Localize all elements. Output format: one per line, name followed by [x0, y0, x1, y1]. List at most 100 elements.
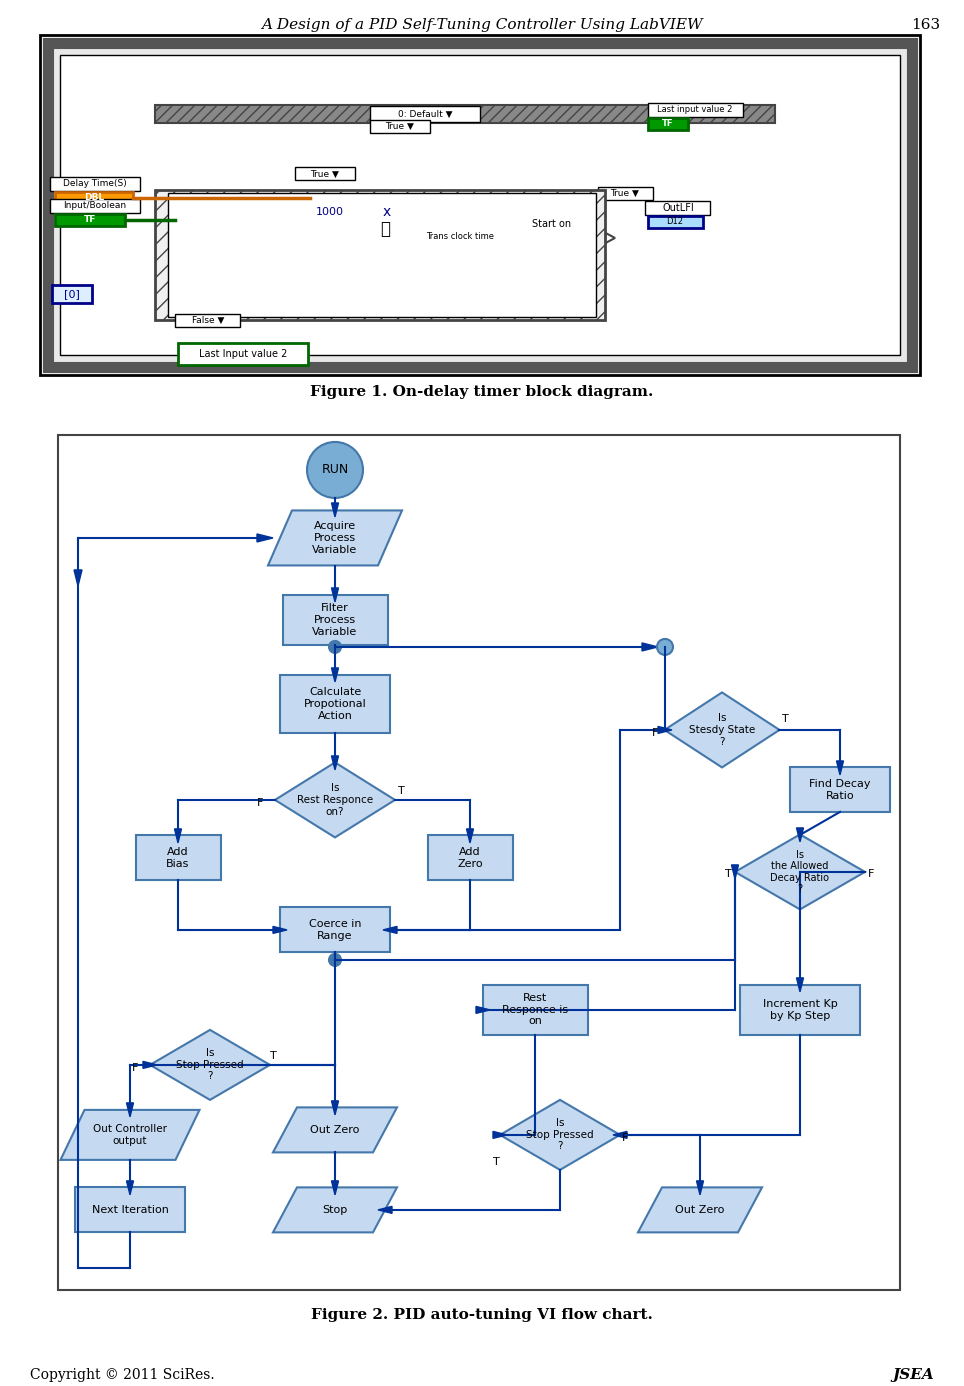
Text: True ▼: True ▼	[610, 188, 639, 197]
Text: Add
Bias: Add Bias	[167, 847, 190, 869]
FancyBboxPatch shape	[52, 286, 92, 304]
FancyBboxPatch shape	[55, 193, 133, 204]
Text: Is
Rest Responce
on?: Is Rest Responce on?	[297, 783, 373, 816]
Text: ⏰: ⏰	[380, 220, 390, 238]
Polygon shape	[61, 1110, 200, 1160]
FancyBboxPatch shape	[295, 166, 355, 180]
Circle shape	[329, 640, 341, 653]
Circle shape	[363, 211, 407, 255]
FancyBboxPatch shape	[375, 200, 400, 225]
FancyBboxPatch shape	[483, 985, 587, 1035]
Polygon shape	[150, 1030, 270, 1100]
Polygon shape	[126, 1103, 133, 1117]
Polygon shape	[332, 588, 338, 602]
Text: Increment Kp
by Kp Step: Increment Kp by Kp Step	[763, 999, 838, 1020]
FancyBboxPatch shape	[410, 229, 510, 245]
Polygon shape	[658, 726, 672, 733]
Text: 1000: 1000	[316, 207, 344, 218]
Text: Out Zero: Out Zero	[310, 1125, 360, 1135]
Polygon shape	[74, 570, 82, 586]
Text: F: F	[652, 728, 658, 737]
Polygon shape	[638, 1188, 762, 1232]
Text: Last Input value 2: Last Input value 2	[199, 349, 287, 359]
FancyBboxPatch shape	[136, 836, 221, 880]
Polygon shape	[383, 926, 397, 933]
FancyBboxPatch shape	[168, 193, 596, 317]
Text: Last input value 2: Last input value 2	[657, 105, 733, 115]
FancyBboxPatch shape	[427, 836, 513, 880]
Text: True ▼: True ▼	[386, 122, 415, 132]
FancyBboxPatch shape	[280, 675, 390, 733]
FancyBboxPatch shape	[645, 201, 710, 215]
Text: T: T	[782, 714, 789, 723]
Text: DBL: DBL	[448, 248, 466, 258]
Text: F: F	[868, 869, 874, 879]
FancyBboxPatch shape	[48, 43, 912, 367]
Polygon shape	[642, 643, 658, 651]
FancyBboxPatch shape	[370, 105, 480, 122]
Polygon shape	[268, 510, 402, 565]
Polygon shape	[493, 1131, 507, 1138]
FancyBboxPatch shape	[648, 118, 688, 130]
Polygon shape	[467, 829, 473, 843]
Text: JSEA: JSEA	[893, 1368, 934, 1382]
Circle shape	[307, 442, 363, 498]
Text: TF: TF	[662, 119, 674, 129]
Text: Trans clock time: Trans clock time	[426, 233, 494, 241]
FancyBboxPatch shape	[50, 200, 140, 213]
Text: Figure 1. On-delay timer block diagram.: Figure 1. On-delay timer block diagram.	[310, 385, 654, 399]
FancyBboxPatch shape	[295, 200, 365, 225]
Polygon shape	[796, 979, 804, 992]
Circle shape	[657, 639, 673, 656]
Text: Rest
Responce is
on: Rest Responce is on	[502, 994, 568, 1027]
Polygon shape	[332, 1181, 338, 1195]
Polygon shape	[697, 1181, 704, 1195]
FancyBboxPatch shape	[282, 595, 388, 644]
Polygon shape	[143, 1062, 157, 1069]
Polygon shape	[378, 1206, 392, 1213]
Text: Is
Stop Pressed
?: Is Stop Pressed ?	[176, 1048, 244, 1081]
Text: Start on: Start on	[532, 219, 572, 229]
Polygon shape	[273, 926, 287, 933]
Text: False ▼: False ▼	[192, 316, 225, 324]
FancyBboxPatch shape	[50, 177, 140, 191]
Polygon shape	[332, 755, 338, 769]
Text: Out Zero: Out Zero	[676, 1204, 725, 1216]
Text: Acquire
Process
Variable: Acquire Process Variable	[312, 521, 358, 554]
Text: Is
the Allowed
Decay Ratio
?: Is the Allowed Decay Ratio ?	[770, 850, 829, 894]
Text: Coerce in
Range: Coerce in Range	[308, 919, 362, 941]
FancyBboxPatch shape	[415, 247, 500, 261]
Polygon shape	[664, 693, 780, 768]
Polygon shape	[600, 230, 615, 245]
Polygon shape	[257, 534, 273, 542]
Text: Calculate
Propotional
Action: Calculate Propotional Action	[304, 687, 366, 721]
FancyBboxPatch shape	[175, 315, 240, 327]
FancyBboxPatch shape	[60, 55, 900, 355]
FancyBboxPatch shape	[598, 187, 653, 200]
Text: RUN: RUN	[321, 463, 349, 477]
Text: Input/Boolean: Input/Boolean	[64, 201, 126, 211]
Polygon shape	[174, 829, 181, 843]
Polygon shape	[332, 668, 338, 682]
Text: Out Controller
output: Out Controller output	[93, 1124, 167, 1146]
FancyBboxPatch shape	[155, 105, 775, 123]
Text: Figure 2. PID auto-tuning VI flow chart.: Figure 2. PID auto-tuning VI flow chart.	[311, 1308, 653, 1322]
Text: TF: TF	[84, 215, 96, 225]
FancyBboxPatch shape	[55, 213, 125, 226]
Text: True ▼: True ▼	[310, 169, 339, 179]
Text: Delay Time(S): Delay Time(S)	[63, 179, 127, 188]
FancyBboxPatch shape	[155, 190, 605, 320]
Text: T: T	[270, 1051, 277, 1060]
Text: Add
Zero: Add Zero	[457, 847, 483, 869]
Polygon shape	[275, 762, 395, 837]
FancyBboxPatch shape	[75, 1188, 185, 1232]
FancyBboxPatch shape	[58, 435, 900, 1290]
Text: Find Decay
Ratio: Find Decay Ratio	[809, 779, 870, 801]
FancyBboxPatch shape	[518, 211, 587, 237]
FancyBboxPatch shape	[648, 216, 703, 227]
FancyBboxPatch shape	[740, 985, 860, 1035]
Text: T: T	[725, 869, 732, 879]
Text: 0: Default ▼: 0: Default ▼	[398, 109, 452, 118]
Text: Filter
Process
Variable: Filter Process Variable	[312, 603, 358, 636]
FancyBboxPatch shape	[178, 342, 308, 365]
